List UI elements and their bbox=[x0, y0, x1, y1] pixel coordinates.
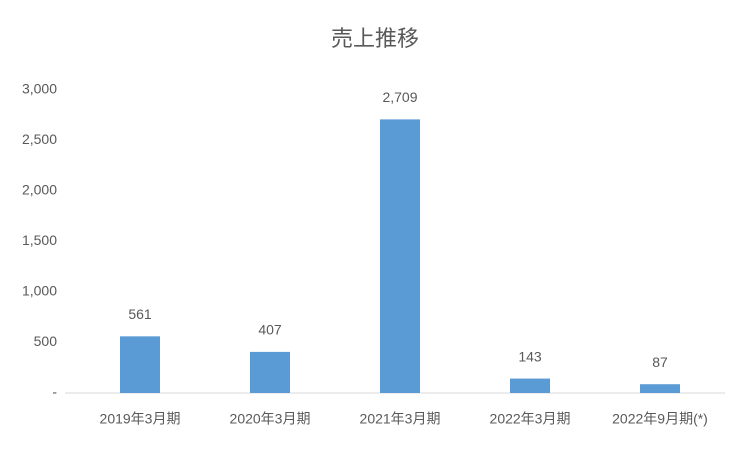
value-label: 561 bbox=[128, 306, 152, 322]
y-tick-label: 3,000 bbox=[22, 81, 57, 97]
x-tick-label: 2021年3月期 bbox=[360, 411, 441, 427]
y-tick-label: - bbox=[52, 384, 57, 400]
chart-title: 売上推移 bbox=[331, 26, 419, 51]
bar bbox=[120, 336, 160, 393]
y-tick-label: 1,000 bbox=[22, 283, 57, 299]
y-tick-label: 1,500 bbox=[22, 232, 57, 248]
value-label: 143 bbox=[518, 348, 542, 364]
x-tick-label: 2022年3月期 bbox=[490, 411, 571, 427]
y-tick-label: 500 bbox=[34, 333, 58, 349]
x-tick-label: 2022年9月期(*) bbox=[612, 411, 708, 427]
bar bbox=[640, 384, 680, 393]
x-tick-label: 2020年3月期 bbox=[230, 411, 311, 427]
value-label: 2,709 bbox=[382, 89, 417, 105]
bar bbox=[510, 378, 550, 393]
y-tick-label: 2,500 bbox=[22, 131, 57, 147]
value-label: 87 bbox=[652, 354, 668, 370]
y-tick-label: 2,000 bbox=[22, 182, 57, 198]
bar bbox=[380, 119, 420, 394]
bar bbox=[250, 351, 290, 393]
x-tick-label: 2019年3月期 bbox=[100, 411, 181, 427]
value-label: 407 bbox=[258, 322, 282, 338]
